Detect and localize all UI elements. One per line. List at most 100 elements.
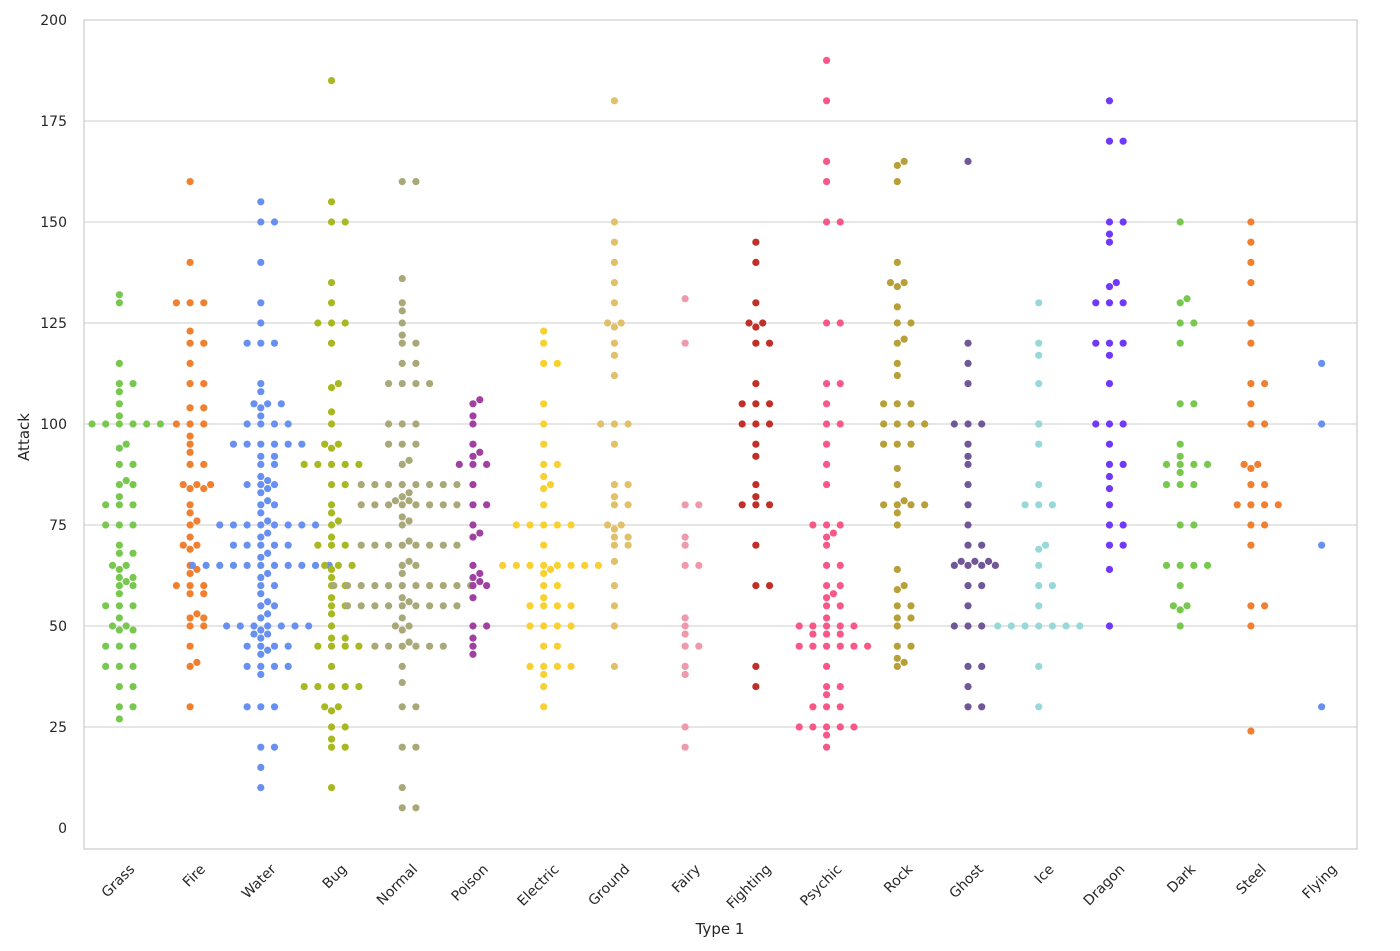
- data-point: [822, 400, 831, 408]
- data-point: [822, 97, 831, 105]
- data-point: [270, 452, 279, 460]
- data-point: [681, 743, 689, 751]
- data-point: [327, 683, 336, 691]
- data-point: [836, 561, 844, 570]
- data-point: [122, 577, 130, 586]
- data-point: [327, 634, 336, 642]
- data-point: [893, 283, 901, 291]
- data-point: [822, 420, 831, 428]
- data-point: [270, 662, 279, 671]
- y-tick-label: 100: [40, 417, 67, 433]
- data-point: [1176, 218, 1184, 226]
- data-point: [553, 561, 561, 570]
- data-point: [115, 703, 123, 711]
- data-point: [822, 662, 831, 671]
- data-point: [439, 501, 447, 509]
- data-point: [469, 533, 477, 541]
- data-point: [257, 521, 265, 529]
- data-point: [964, 602, 972, 610]
- data-point: [1105, 521, 1114, 529]
- data-point: [327, 610, 336, 618]
- data-point: [243, 420, 251, 428]
- data-point: [257, 670, 265, 679]
- data-point: [115, 420, 123, 428]
- data-point: [243, 642, 251, 650]
- data-point: [893, 614, 901, 622]
- data-point: [412, 420, 420, 428]
- data-point: [681, 541, 689, 549]
- data-point: [1176, 606, 1184, 614]
- data-point: [102, 501, 110, 509]
- data-point: [469, 622, 477, 630]
- data-point: [172, 299, 180, 307]
- data-point: [617, 319, 625, 327]
- data-point: [950, 420, 958, 428]
- data-point: [405, 557, 413, 565]
- data-point: [964, 440, 972, 448]
- data-point: [553, 662, 561, 671]
- data-point: [553, 460, 561, 468]
- data-point: [822, 380, 831, 388]
- data-point: [243, 703, 251, 711]
- data-point: [327, 707, 336, 715]
- data-point: [964, 561, 972, 570]
- data-point: [257, 533, 265, 541]
- data-point: [681, 561, 689, 570]
- data-point: [900, 335, 908, 343]
- data-point: [129, 380, 137, 388]
- data-point: [695, 642, 703, 650]
- data-point: [193, 658, 201, 666]
- data-point: [822, 703, 831, 711]
- data-point: [610, 525, 619, 533]
- data-point: [115, 493, 123, 501]
- data-point: [327, 541, 336, 549]
- data-point: [1105, 420, 1114, 428]
- data-point: [1048, 501, 1057, 509]
- data-point: [1247, 481, 1255, 489]
- data-point: [277, 622, 285, 630]
- x-tick-label: Grass: [99, 862, 138, 901]
- data-point: [321, 703, 329, 711]
- data-point: [1035, 339, 1043, 347]
- data-point: [822, 533, 831, 541]
- data-point: [597, 420, 605, 428]
- data-points: [88, 56, 1326, 812]
- data-point: [1048, 622, 1057, 630]
- data-point: [371, 642, 379, 650]
- data-point: [610, 440, 619, 448]
- data-point: [270, 501, 279, 509]
- data-point: [115, 481, 123, 489]
- data-point: [102, 420, 110, 428]
- data-point: [186, 521, 194, 529]
- data-point: [264, 569, 272, 578]
- data-point: [1176, 582, 1184, 590]
- data-point: [257, 582, 265, 590]
- data-point: [412, 359, 420, 367]
- data-point: [540, 541, 548, 549]
- data-point: [357, 602, 365, 610]
- data-point: [186, 339, 194, 347]
- data-point: [412, 380, 420, 388]
- data-point: [426, 501, 434, 509]
- data-point: [257, 258, 265, 266]
- data-point: [978, 703, 986, 711]
- data-point: [991, 561, 999, 570]
- data-point: [264, 646, 272, 654]
- data-point: [243, 440, 251, 448]
- data-point: [994, 622, 1002, 630]
- data-point: [1233, 501, 1241, 509]
- data-point: [250, 400, 258, 408]
- data-point: [893, 400, 901, 408]
- data-point: [270, 541, 279, 549]
- data-point: [391, 622, 400, 630]
- data-point: [398, 501, 406, 509]
- data-point: [186, 533, 194, 541]
- data-point: [476, 448, 484, 456]
- data-point: [964, 359, 972, 367]
- data-point: [624, 420, 632, 428]
- x-tick-label: Dark: [1164, 861, 1199, 896]
- data-point: [540, 582, 548, 590]
- data-point: [257, 763, 265, 772]
- data-point: [1105, 238, 1114, 246]
- data-point: [695, 501, 703, 509]
